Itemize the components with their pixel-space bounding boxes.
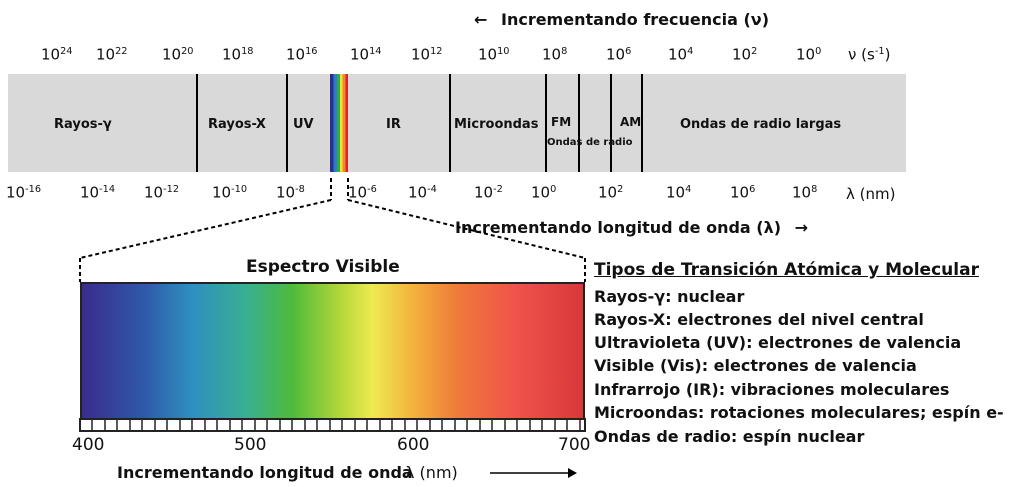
visible-axis-label: Incrementando longitud de onda: [117, 463, 413, 482]
legend-item: Rayos-X: electrones del nivel central: [594, 310, 924, 329]
legend-item: Ondas de radio: espín nuclear: [594, 427, 865, 446]
wavelength-tick: 104: [666, 183, 692, 202]
visible-rainbow-strip: [330, 74, 348, 172]
spectrum-band-bar: [8, 74, 906, 172]
visible-tick: 600: [397, 435, 430, 455]
band-label-long-radio: Ondas de radio largas: [680, 117, 842, 132]
band-label-xray: Rayos-X: [208, 117, 266, 132]
right-arrow-icon: →: [794, 218, 809, 237]
wavelength-tick: 106: [730, 183, 756, 202]
visible-tick: 700: [558, 435, 591, 455]
frequency-tick: 1012: [411, 45, 443, 64]
frequency-unit: ν (s-1): [848, 45, 891, 64]
visible-ruler: [79, 418, 586, 432]
wavelength-arrow: Incrementando longitud de onda (λ) →: [455, 220, 808, 236]
band-label-ir: IR: [386, 117, 401, 132]
frequency-tick: 1014: [350, 45, 382, 64]
band-divider: [449, 74, 451, 172]
legend-item: Infrarrojo (IR): vibraciones moleculares: [594, 380, 950, 399]
frequency-tick: 1010: [478, 45, 510, 64]
frequency-tick: 108: [542, 45, 568, 64]
wavelength-tick: 10-6: [348, 183, 377, 202]
frequency-arrow: ← Incrementando frecuencia (ν): [474, 12, 769, 28]
wavelength-tick: 102: [598, 183, 624, 202]
wavelength-tick: 10-10: [212, 183, 248, 202]
band-divider: [286, 74, 288, 172]
wavelength-tick: 10-4: [408, 183, 437, 202]
band-divider: [610, 74, 612, 172]
visible-spectrum-gradient: [80, 282, 585, 420]
band-label-gamma: Rayos-γ: [54, 117, 112, 132]
band-divider: [641, 74, 643, 172]
band-label-radio: Ondas de radio: [547, 137, 633, 148]
frequency-tick: 1022: [96, 45, 128, 64]
visible-tick: 500: [234, 435, 267, 455]
band-divider: [578, 74, 580, 172]
visible-spectrum-title: Espectro Visible: [246, 257, 400, 277]
legend-item: Microondas: rotaciones moleculares; espí…: [594, 403, 1004, 422]
frequency-tick: 1020: [162, 45, 194, 64]
frequency-tick: 100: [796, 45, 822, 64]
visible-axis-unit: λ (nm): [405, 463, 458, 482]
band-label-uv: UV: [293, 117, 314, 132]
visible-axis-arrow-icon: [490, 468, 577, 478]
band-label-fm: FM: [551, 115, 572, 129]
legend-item: Rayos-γ: nuclear: [594, 287, 745, 306]
left-arrow-icon: ←: [474, 10, 488, 29]
wavelength-arrow-label: Incrementando longitud de onda (λ): [455, 218, 782, 237]
visible-tick: 400: [72, 435, 105, 455]
wavelength-unit: λ (nm): [846, 185, 896, 203]
frequency-tick: 1016: [286, 45, 318, 64]
legend-item: Visible (Vis): electrones de valencia: [594, 356, 917, 375]
band-label-microwave: Microondas: [454, 117, 539, 132]
legend-title: Tipos de Transición Atómica y Molecular: [594, 260, 979, 280]
band-divider: [545, 74, 547, 172]
frequency-tick: 1024: [41, 45, 73, 64]
wavelength-tick: 10-12: [144, 183, 180, 202]
wavelength-tick: 108: [792, 183, 818, 202]
band-label-am: AM: [620, 115, 642, 129]
wavelength-tick: 100: [531, 183, 557, 202]
frequency-tick: 106: [606, 45, 632, 64]
wavelength-tick: 10-2: [474, 183, 503, 202]
band-divider: [196, 74, 198, 172]
frequency-tick: 1018: [222, 45, 254, 64]
frequency-tick: 104: [668, 45, 694, 64]
legend-item: Ultravioleta (UV): electrones de valenci…: [594, 333, 962, 352]
wavelength-tick: 10-8: [276, 183, 305, 202]
frequency-tick: 102: [732, 45, 758, 64]
wavelength-tick: 10-16: [6, 183, 42, 202]
wavelength-tick: 10-14: [80, 183, 116, 202]
frequency-arrow-label: Incrementando frecuencia (ν): [500, 10, 769, 29]
